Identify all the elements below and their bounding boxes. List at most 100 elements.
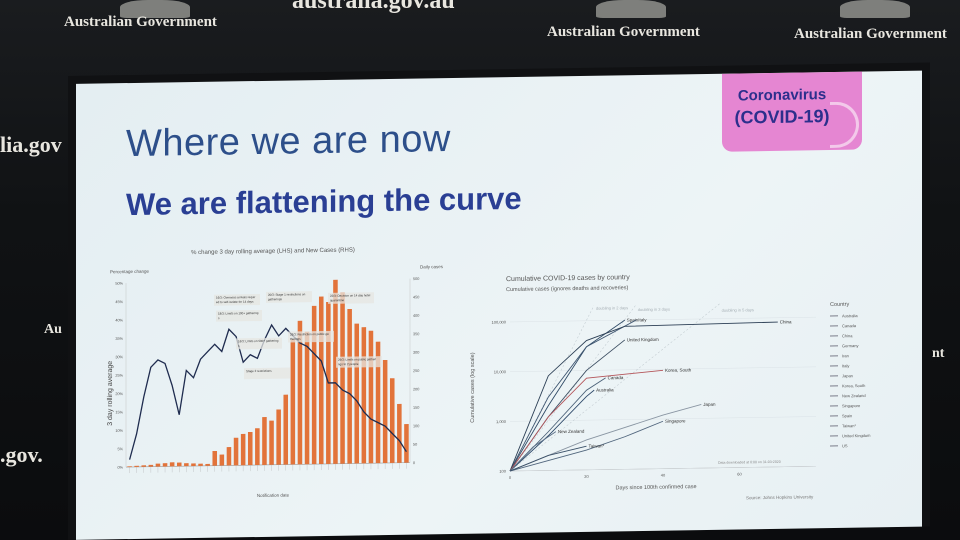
chart1-bar — [389, 378, 395, 463]
chart1-annotation: 18/3: Limits on 100+ gathering — [218, 311, 259, 316]
chart1-bar — [255, 428, 260, 466]
chart1-left-tick: 40% — [115, 318, 123, 322]
chart1-bar — [148, 464, 154, 467]
chart2-legend-entry: Singapore — [842, 403, 861, 408]
chart2-series-label: United Kingdom — [627, 337, 659, 343]
chart1-left-tick: 50% — [115, 282, 123, 286]
badge-line-2: (COVID-19) — [734, 106, 830, 128]
chart1-annotation: 20/3: Stage 1 restrictions on — [268, 292, 306, 297]
chart1-right-tick: 50 — [413, 443, 417, 447]
chart1-annotation-box — [214, 293, 260, 306]
cumulative-cases-chart: Cumulative COVID-19 cases by country Cum… — [470, 274, 871, 500]
url-banner-top: australia.gov.au — [292, 0, 455, 14]
chart2-y-tick: 100 — [499, 469, 506, 474]
chart1-left-tick: 30% — [115, 355, 123, 359]
chart2-y-tick: 100,000 — [492, 320, 507, 325]
chart2-series-line — [509, 420, 664, 472]
chart2-gridline — [510, 466, 816, 472]
chart1-bar — [219, 454, 225, 466]
chart2-legend-entry: US — [842, 443, 848, 448]
side-fragment-right: nt — [932, 346, 945, 361]
chart1-bar — [304, 331, 310, 465]
chart2-series-line — [509, 319, 637, 472]
chart1-right-tick: 400 — [413, 314, 419, 318]
chart1-right-header: Daily cases — [420, 264, 444, 269]
chart2-guide-label: doubling in 5 days — [722, 307, 754, 313]
chart2-title: Cumulative COVID-19 cases by country — [506, 274, 630, 283]
chart1-annotation: 22/3: Decision on 14 day hotel — [330, 293, 371, 298]
chart1-bar — [333, 279, 338, 464]
chart1-bar — [361, 327, 367, 464]
chart1-bar — [340, 292, 345, 464]
chart1-annotation-cont: ed to self-isolate for 14 days — [216, 300, 254, 305]
chart1-annotation-box — [266, 291, 312, 303]
chart1-left-tick: 0% — [118, 466, 124, 470]
chart2-subtitle: Cumulative cases (ignores deaths and rec… — [506, 285, 628, 293]
chart2-doubling-guide — [509, 304, 636, 472]
projector-screen: Where we are now We are flattening the c… — [68, 62, 930, 540]
chart1-bar — [354, 323, 360, 464]
chart1-annotation-cont: ngs to 2 people — [338, 362, 359, 366]
chart1-bar — [276, 409, 281, 465]
chart2-x-tick: 60 — [737, 471, 742, 476]
chart2-series-label: Italy — [638, 317, 647, 322]
slide-subheading: We are flattening the curve — [126, 180, 522, 223]
chart1-ylabel: 3 day rolling average — [107, 361, 114, 426]
badge-line-1: Coronavirus — [737, 86, 827, 105]
chart2-series-label: Canada — [608, 375, 624, 380]
chart2-doubling-guide — [509, 303, 720, 472]
chart1-annotation: 16/3: Limits on 500+ gathering — [238, 339, 279, 344]
chart1-bar — [290, 339, 296, 465]
chart1-left-tick: 10% — [115, 429, 123, 433]
chart2-series-line — [509, 369, 664, 472]
chart2-series-label: New Zealand — [558, 429, 585, 434]
chart2-series-label: Spain — [627, 317, 639, 322]
chart1-annotation-box — [244, 367, 290, 380]
chart1-bar — [169, 462, 175, 467]
chart2-guide-label: doubling in 3 days — [638, 307, 670, 313]
chart2-series-line — [509, 404, 702, 472]
chart1-annotation-box — [328, 292, 374, 304]
chart1-left-tick: 20% — [115, 392, 123, 396]
chart1-bar — [191, 463, 196, 467]
chart2-legend-title: Country — [830, 302, 850, 308]
chart1-left-tick: 5% — [118, 447, 124, 451]
chart2-legend-entry: Spain — [842, 413, 852, 418]
chart2-series-label: Korea, South — [665, 367, 692, 372]
chart1-bar — [404, 424, 409, 463]
chart1-bar — [205, 463, 210, 466]
chart2-legend-entry: Japan — [842, 373, 853, 378]
chart1-bar — [347, 308, 352, 464]
chart2-xlabel: Days since 100th confirmed case — [615, 484, 696, 491]
chart1-annotation-cont: s — [238, 344, 240, 348]
chart1-annotation-cont: s — [218, 316, 220, 320]
chart1-left-tick: 25% — [115, 374, 123, 378]
chart2-legend-entry: United Kingdom — [842, 433, 871, 438]
chart1-x-ticks — [129, 462, 407, 474]
chart1-left-tick: 45% — [115, 300, 123, 304]
chart1-xlabel: Notification date — [257, 493, 290, 499]
rolling-average-chart: % change 3 day rolling average (LHS) and… — [107, 247, 444, 499]
chart1-annotation: 29/3: Limits on public gatheri — [338, 357, 377, 362]
chart1-bar — [297, 320, 303, 465]
chart2-x-tick: 0 — [509, 475, 512, 480]
chart2-series-line — [509, 389, 595, 472]
chart2-series-label: Japan — [703, 402, 716, 407]
chart2-y-tick: 10,000 — [494, 369, 507, 374]
chart1-annotation-box — [288, 330, 334, 343]
chart2-legend-entry: Italy — [842, 363, 849, 368]
chart1-bar — [375, 341, 381, 464]
covid-badge: Coronavirus (COVID-19) — [722, 71, 862, 152]
chart1-annotation-cont: quarantine — [330, 298, 345, 302]
badge-curl-decoration — [830, 101, 859, 149]
chart1-annotation: Stage 2 restrictions — [246, 369, 272, 373]
chart1-annotation-box — [336, 356, 382, 368]
chart2-series-label: Australia — [596, 387, 614, 392]
gov-label-left: Australian Government — [64, 14, 217, 30]
chart2-gridline — [510, 416, 816, 422]
chart2-y-tick: 1,000 — [496, 419, 507, 424]
chart1-annotation-cont: therings — [290, 337, 301, 341]
chart1-bar — [212, 450, 218, 466]
chart1-title: % change 3 day rolling average (LHS) and… — [191, 247, 355, 256]
chart2-ylabel: Cumulative cases (log scale) — [470, 352, 476, 423]
